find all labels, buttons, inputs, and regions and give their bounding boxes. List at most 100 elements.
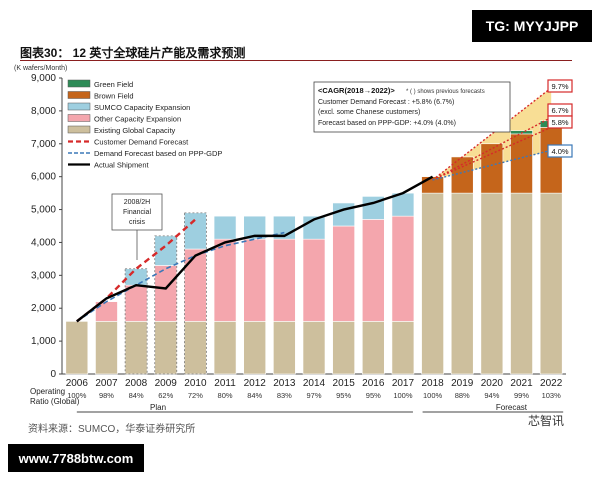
bar-segment [332,225,355,322]
bar-segment [421,192,444,375]
x-tick-label: 2009 [155,378,178,389]
operating-ratio-value: 95% [336,391,351,400]
bar-segment [243,321,267,375]
crisis-label: Financial [123,209,151,216]
operating-ratio-value: 99% [514,391,529,400]
operating-ratio-value: 62% [158,391,173,400]
callout-box [547,144,573,158]
bar-segment [539,127,563,194]
x-tick-label: 2015 [333,378,356,389]
forecast-line [432,126,552,181]
y-tick-label: 1,000 [31,336,56,347]
legend-swatch [67,79,91,88]
series-line [76,175,434,323]
bar-segment [450,192,474,375]
legend-swatch [67,91,91,99]
legend: Green Field Brown Field SUMCO Capacity Exp… [67,79,222,170]
bar-segment [213,238,237,322]
x-tick-label: 2008 [125,378,148,389]
cagr-title: <CAGR(2018→2022)> [318,86,395,95]
callout-label: 6.7% [551,106,568,115]
bar-segment [213,321,237,375]
source-note: 资料来源：SUMCO，华泰证券研究所 [28,424,196,435]
y-tick-label: 0 [50,369,56,380]
cagr-line: Forecast based on PPP-GDP: +4.0% (4.0%) [318,120,456,127]
bar-segment [332,321,355,375]
bar-segment [243,215,267,240]
forecast-label: Forecast [496,403,528,412]
callout-label: 9.7% [551,82,568,91]
x-tick-label: 2006 [66,378,89,389]
bar-segment [361,321,385,375]
operating-ratio-value: 100% [423,391,443,400]
bar-segment [510,130,533,135]
bar-segment [302,321,326,375]
operating-ratio-value: 94% [484,391,499,400]
cagr-note: * ( ) shows previous forecasts [406,89,485,95]
x-tick-label: 2020 [481,378,504,389]
x-tick-label: 2016 [362,378,385,389]
legend-label: Brown Field [94,92,134,101]
bar-outline [184,212,207,375]
y-tick-label: 2,000 [31,303,56,314]
legend-label: Existing Global Capacity [94,126,176,135]
cagr-line: Customer Demand Forecast : +5.8% (6.7%) [318,99,454,106]
y-tick-label: 9,000 [31,73,56,84]
bar-segment [302,238,326,322]
annotations: <CAGR(2018→2022)> * ( ) shows previous fo… [111,79,573,260]
callout-box [547,79,573,93]
operating-ratio-value: 103% [542,391,562,400]
callout-label: 4.0% [551,147,568,156]
crisis-label: crisis [129,219,145,226]
operating-ratio-value: 100% [67,391,87,400]
operating-ratio-value: 72% [188,391,203,400]
bar-segment [332,202,355,227]
x-tick-label: 2022 [540,378,563,389]
y-tick-label: 3,000 [31,270,56,281]
brand-mark: 芯智讯 [528,414,565,428]
bar-segment [184,321,207,375]
bar-segment [539,192,563,375]
cagr-line: (excl. some Chanese customers) [318,109,420,116]
bar-segment [95,321,118,375]
legend-label: Other Capacity Expansion [94,115,181,124]
lines [76,87,552,323]
title-rule [20,60,572,61]
operating-ratio-value: 84% [129,391,144,400]
x-tick-label: 2007 [95,378,118,389]
legend-label: Green Field [94,80,133,89]
operating-ratio-value: 80% [218,391,233,400]
operating-label: Ratio (Global) [30,397,80,406]
y-tick-label: 7,000 [31,139,56,150]
y-axis-label: (K wafers/Month) [14,65,67,72]
callout-box [547,115,573,129]
bar-segment [510,133,533,194]
bar-segment [480,192,504,375]
x-tick-label: 2012 [244,378,267,389]
watermark-bottom: www.7788btw.com [8,444,144,472]
legend-label: SUMCO Capacity Expansion [94,103,190,112]
bar-segment [154,265,178,322]
figure-title: 图表30： 12 英寸全球硅片产能及需求预测 [20,46,246,60]
bar-segment [510,192,533,375]
x-tick-label: 2021 [510,378,533,389]
x-tick-label: 2013 [273,378,296,389]
operating-ratio-value: 88% [455,391,470,400]
operating-ratio-value: 98% [99,391,114,400]
x-tick-label: 2017 [392,378,415,389]
bar-segment [154,321,178,375]
watermark-top: TG: MYYJJPP [472,10,592,42]
bar-segment [184,248,207,322]
y-tick-label: 4,000 [31,237,56,248]
operating-label: Operating [30,387,65,396]
y-tick-label: 6,000 [31,172,56,183]
x-tick-label: 2011 [214,378,236,389]
legend-swatch [67,114,91,122]
x-tick-label: 2010 [184,378,207,389]
bar-segment [273,238,296,322]
operating-ratio-value: 83% [277,391,292,400]
bar-segment [480,143,504,194]
bar-segment [124,268,148,286]
x-tick-label: 2014 [303,378,326,389]
